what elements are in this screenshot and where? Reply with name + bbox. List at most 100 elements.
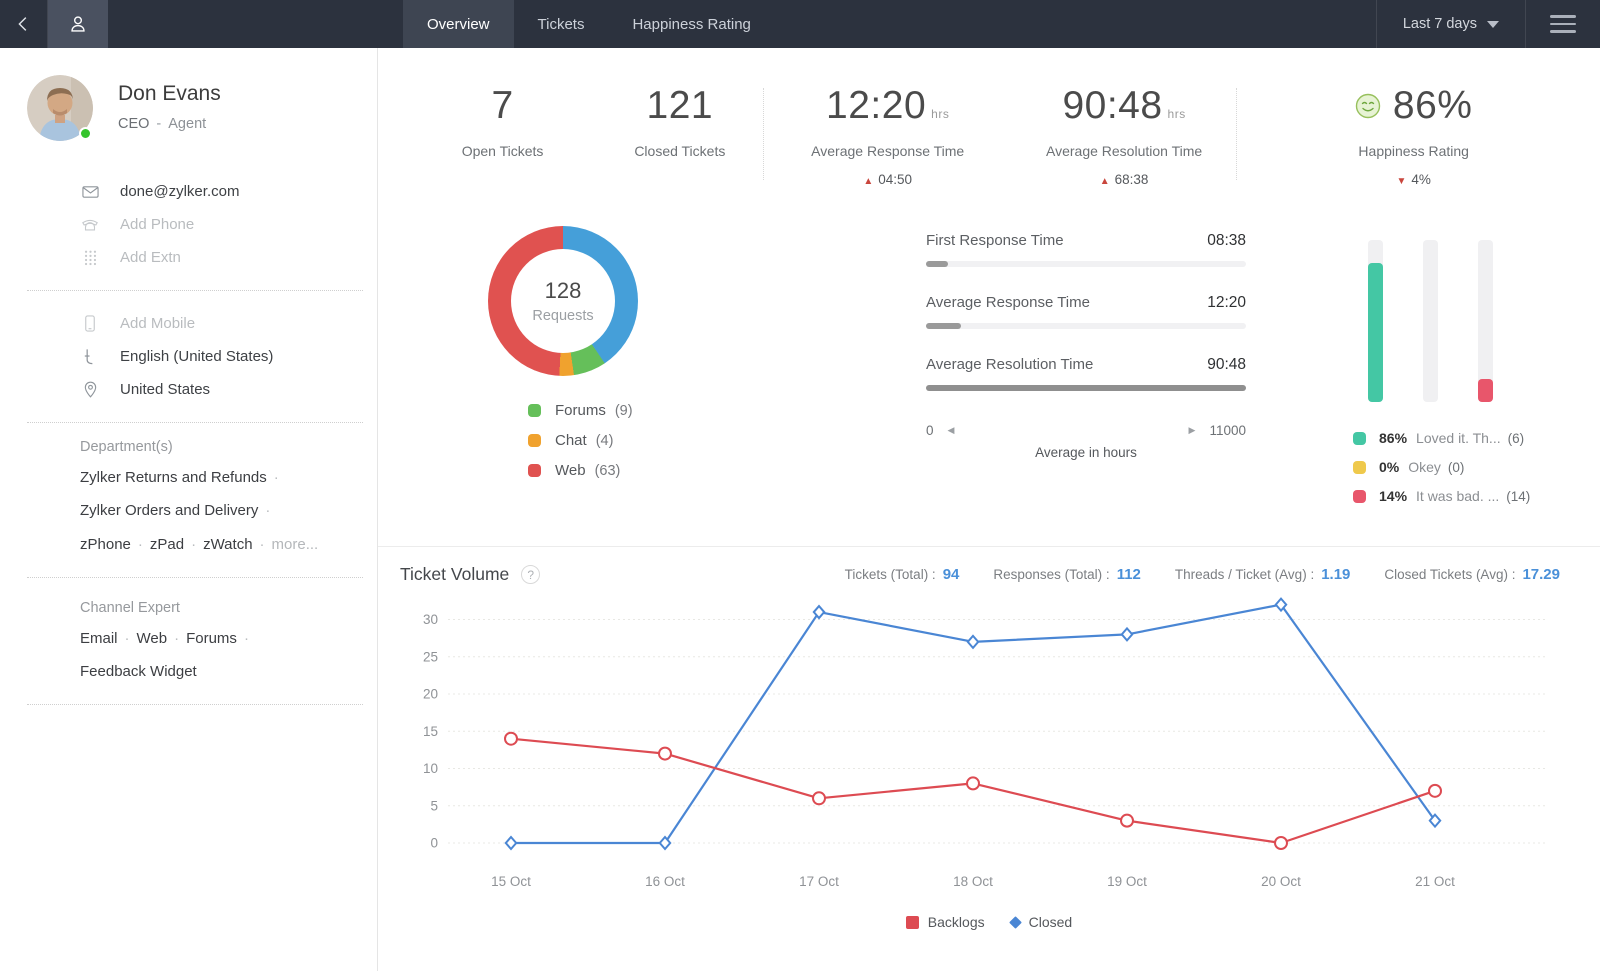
stat-label: Tickets (Total) : [845, 567, 936, 582]
channel-item-line: Feedback Widget [80, 662, 361, 682]
back-button[interactable] [0, 0, 48, 48]
response-time-row-top: First Response Time08:38 [926, 232, 1246, 250]
tab-overview[interactable]: Overview [403, 0, 514, 48]
svg-text:0: 0 [430, 836, 438, 851]
happiness-bar-track [1478, 240, 1493, 402]
scale-right-arrow-icon[interactable]: ▶ [1189, 425, 1196, 436]
contact-done-zylker-com[interactable]: done@zylker.com [0, 175, 377, 208]
department-item-line: zPhone·zPad·zWatch·more... [80, 535, 361, 555]
avg-resolution-value: 90:48 [1062, 84, 1162, 127]
requests-total: 128 [545, 278, 582, 304]
legend-label: Loved it. Th... [1416, 430, 1501, 446]
contact-add-extn[interactable]: Add Extn [0, 241, 377, 274]
avg-response-value: 12:20 [826, 84, 926, 127]
dot-separator: · [244, 630, 249, 647]
svg-text:15 Oct: 15 Oct [491, 874, 531, 889]
ticket-volume-chart: 05101520253015 Oct16 Oct17 Oct18 Oct19 O… [396, 591, 1600, 914]
main-content: 7 Open Tickets 121 Closed Tickets 12:20h… [378, 48, 1600, 971]
back-icon [13, 13, 35, 35]
divider [27, 704, 363, 705]
legend-count: (4) [596, 433, 614, 449]
legend-swatch [528, 404, 541, 417]
stat-avg-response-time: 12:20hrs Average Response Time ▲04:50 [764, 84, 1012, 210]
language-icon [80, 348, 100, 365]
stats-row: 7 Open Tickets 121 Closed Tickets 12:20h… [378, 48, 1600, 210]
period-selector[interactable]: Last 7 days [1376, 0, 1526, 48]
contact-text: Add Phone [120, 216, 194, 233]
department-item-line: Zylker Orders and Delivery · [80, 501, 361, 521]
legend-swatch [1353, 432, 1366, 445]
svg-text:20: 20 [423, 687, 438, 702]
department-item: Zylker Orders and Delivery [80, 502, 258, 519]
legend-count: (6) [1508, 431, 1525, 446]
open-tickets-label: Open Tickets [408, 143, 597, 159]
more-link[interactable]: more... [272, 536, 319, 553]
main-tabs: Overview Tickets Happiness Rating [403, 0, 775, 48]
stat-closed-tickets: 121 Closed Tickets [597, 84, 762, 210]
happiness-bar-fill [1368, 263, 1383, 402]
chart-legend-closed[interactable]: Closed [1011, 914, 1073, 930]
donut-legend-item-chat[interactable]: Chat (4) [528, 432, 848, 449]
channel-item: Feedback Widget [80, 663, 197, 680]
legend-swatch [1353, 461, 1366, 474]
help-icon[interactable]: ? [521, 565, 540, 584]
legend-count: (0) [1448, 460, 1465, 475]
avatar[interactable] [27, 75, 93, 141]
requests-by-channel-widget: 128 Requests Forums(9) Chat (4) Web(63) [378, 226, 848, 546]
channel-item: Web [137, 630, 168, 647]
donut-legend-item-forums[interactable]: Forums(9) [528, 402, 848, 419]
ticket-volume-title: Ticket Volume [400, 564, 509, 585]
happiness-bar-track [1423, 240, 1438, 402]
menu-icon [1550, 15, 1576, 18]
donut-legend-item-web[interactable]: Web(63) [528, 462, 848, 479]
avg-response-delta: ▲04:50 [764, 172, 1012, 187]
legend-diamond-swatch [1009, 916, 1022, 929]
legend-label: Chat [555, 432, 587, 449]
tab-tickets[interactable]: Tickets [514, 0, 609, 48]
dialpad-icon [80, 250, 100, 266]
svg-text:19 Oct: 19 Oct [1107, 874, 1147, 889]
happiness-bars [1305, 240, 1555, 402]
departments-title: Department(s) [80, 439, 361, 455]
tab-happiness-rating[interactable]: Happiness Rating [608, 0, 774, 48]
menu-button[interactable] [1526, 0, 1600, 48]
user-tab[interactable] [48, 0, 108, 48]
requests-donut-chart: 128 Requests [488, 226, 638, 376]
agent-role: CEO-Agent [118, 116, 221, 132]
legend-label: It was bad. ... [1416, 488, 1499, 504]
legend-label: Web [555, 462, 586, 479]
scale-min: 0 [926, 423, 934, 438]
stat-open-tickets: 7 Open Tickets [408, 84, 597, 210]
dot-separator: · [265, 502, 270, 519]
happiness-bar-track [1368, 240, 1383, 402]
legend-count: (14) [1506, 489, 1530, 504]
stat-label: Threads / Ticket (Avg) : [1175, 567, 1314, 582]
profile-card: Don Evans CEO-Agent [0, 75, 377, 141]
detail-text: Add Mobile [120, 315, 195, 332]
legend-swatch [528, 434, 541, 447]
stat-value: 17.29 [1522, 566, 1560, 583]
chart-legend-backlogs[interactable]: Backlogs [906, 914, 985, 930]
user-icon [67, 13, 89, 35]
stat-value: 112 [1117, 566, 1141, 583]
stat-label: Responses (Total) : [993, 567, 1109, 582]
stat-happiness-rating: 86% Happiness Rating ▼4% [1237, 84, 1590, 210]
happiness-delta: ▼4% [1237, 172, 1590, 187]
scale-left-arrow-icon[interactable]: ◀ [948, 425, 955, 436]
detail-add-mobile[interactable]: Add Mobile [0, 307, 377, 340]
contact-add-phone[interactable]: Add Phone [0, 208, 377, 241]
channel-item: Forums [186, 630, 237, 647]
donut-legend: Forums(9) Chat (4) Web(63) [528, 402, 848, 479]
channel-item: Email [80, 630, 118, 647]
detail-united-states: United States [0, 373, 377, 406]
ticket-volume-stat: Closed Tickets (Avg) :17.29 [1384, 566, 1560, 583]
detail-text: English (United States) [120, 348, 273, 365]
contact-text: done@zylker.com [120, 183, 239, 200]
dot-separator: · [174, 630, 179, 647]
happiness-legend-item: 86%Loved it. Th...(6) [1353, 430, 1555, 446]
happiness-breakdown-widget: 86%Loved it. Th...(6)0%Okey(0)14%It was … [1305, 226, 1555, 546]
legend-square-swatch [906, 916, 919, 929]
response-time-row-top: Average Response Time12:20 [926, 294, 1246, 312]
svg-text:17 Oct: 17 Oct [799, 874, 839, 889]
response-time-row: Average Resolution Time90:48 [926, 356, 1246, 391]
